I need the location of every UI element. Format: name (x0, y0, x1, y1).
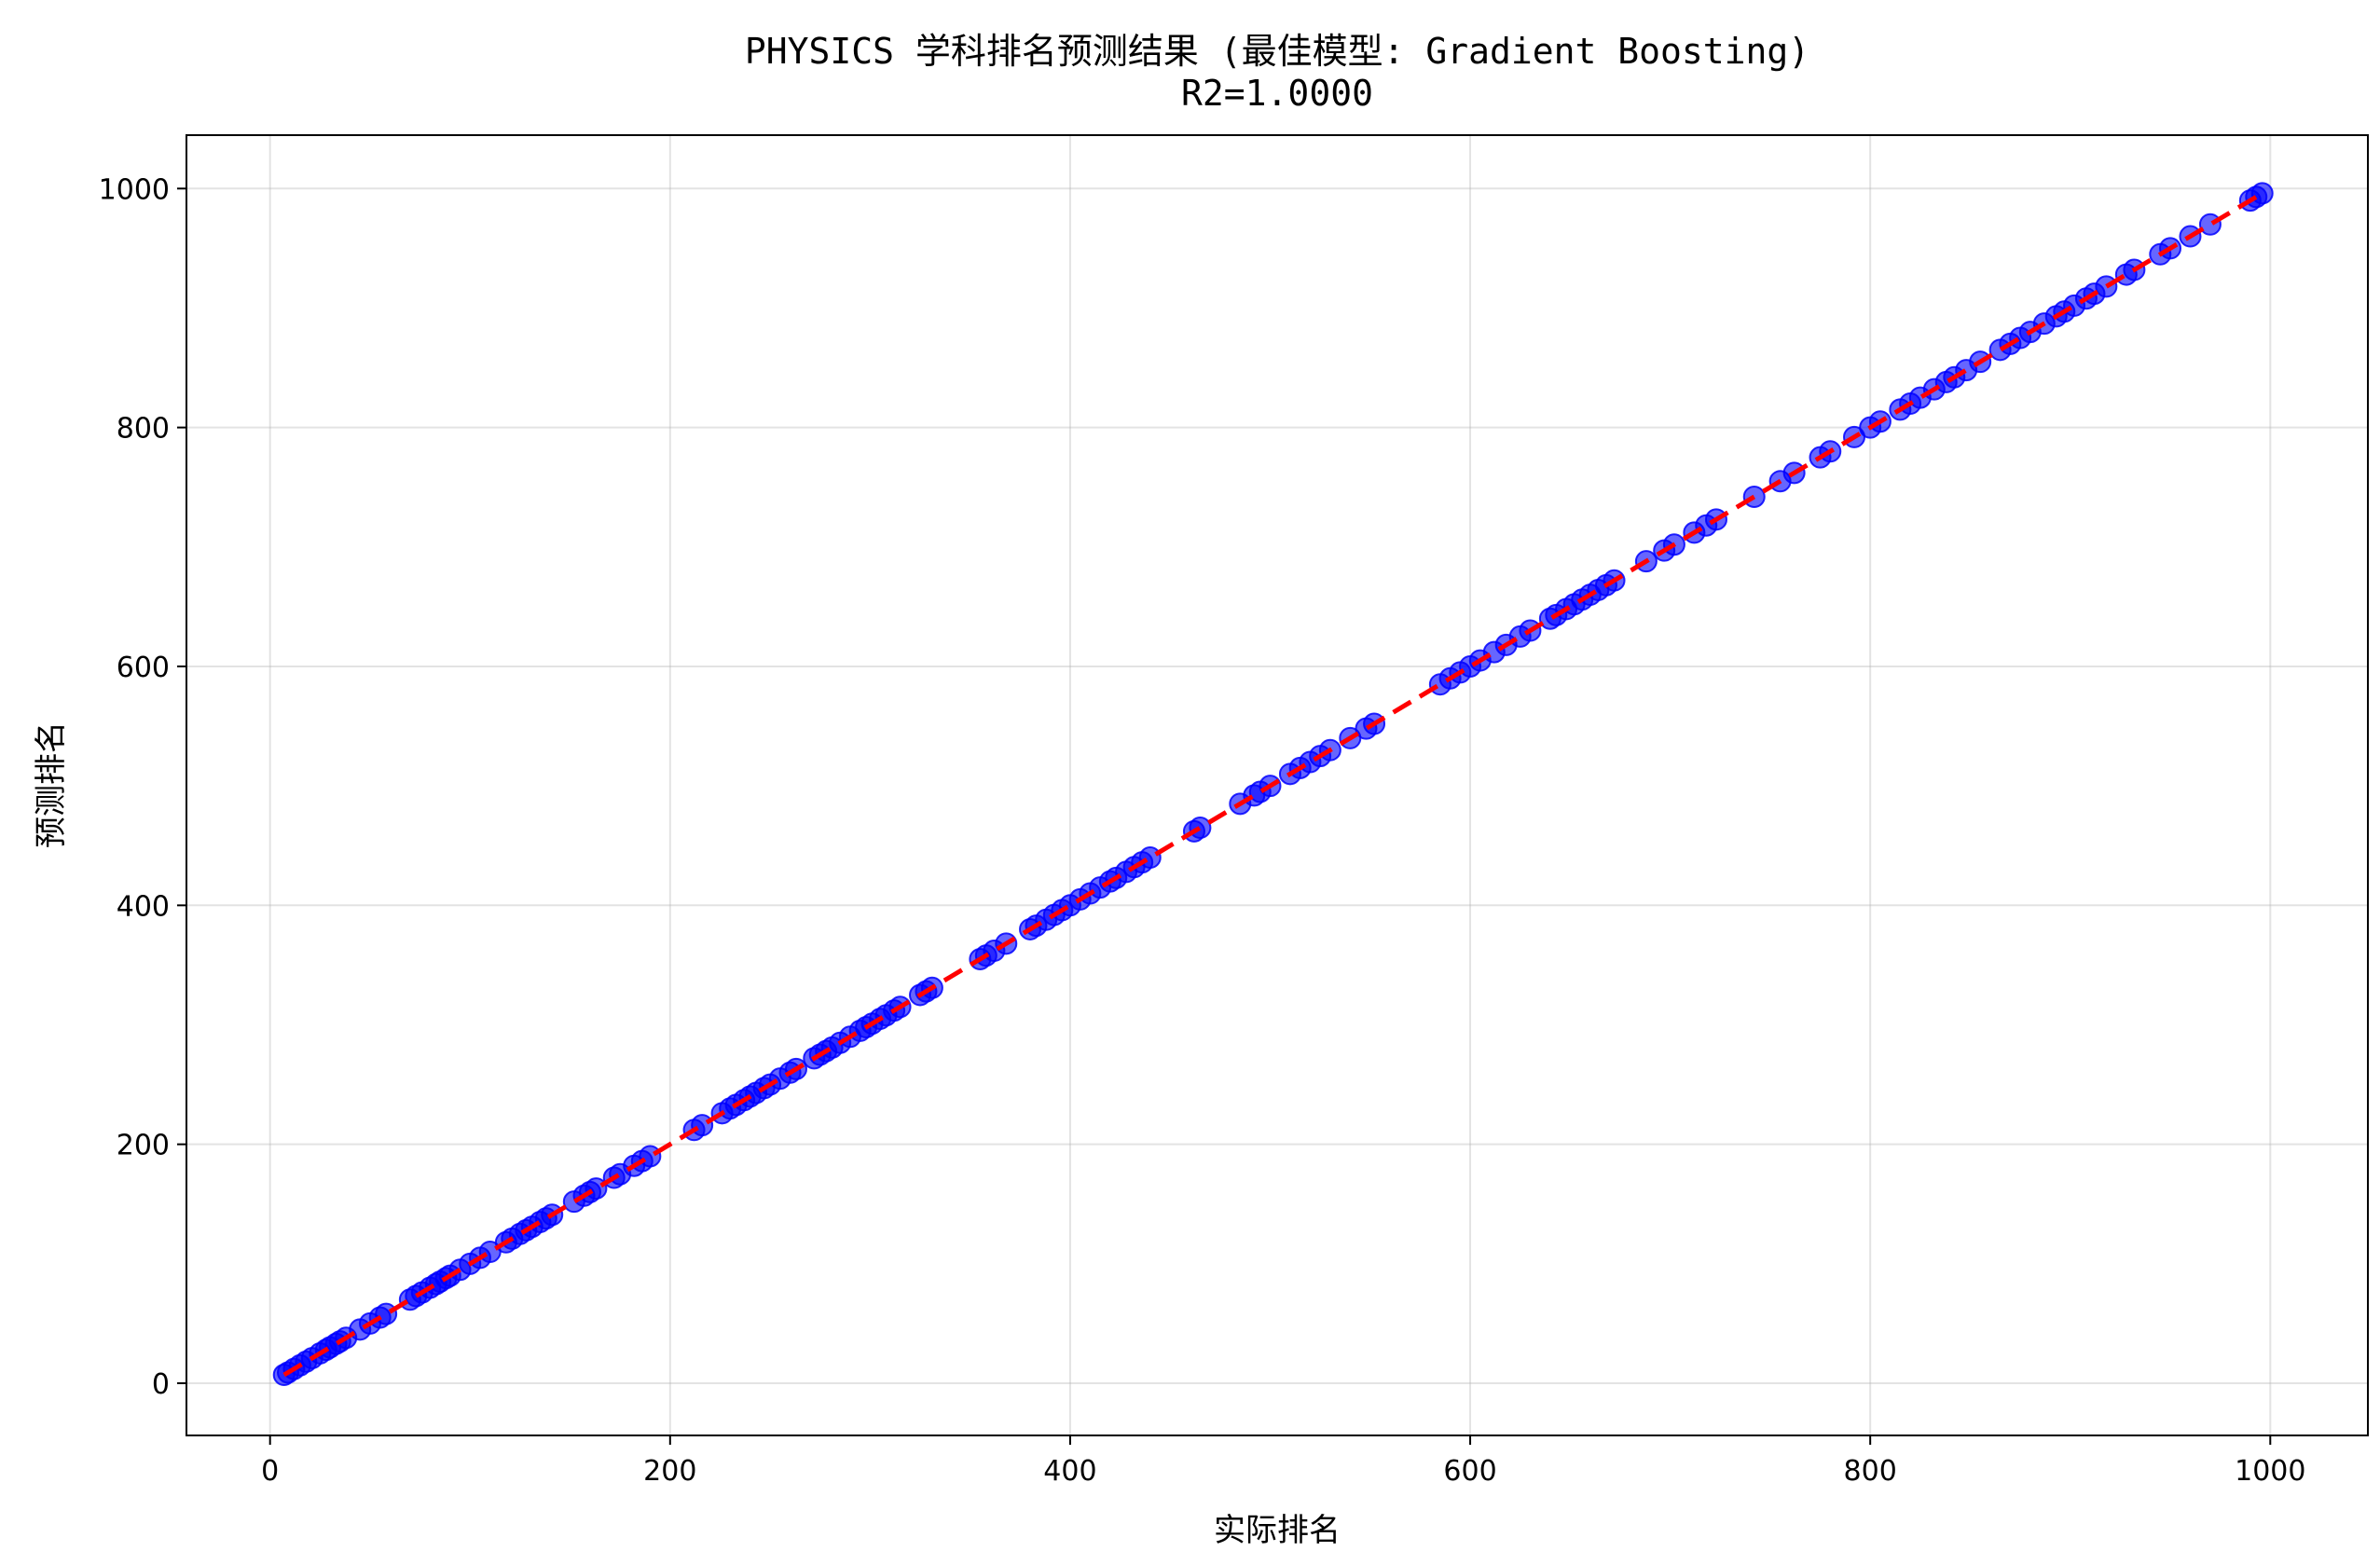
x-tick-label: 600 (1443, 1455, 1496, 1488)
x-tick-label: 200 (643, 1455, 696, 1488)
data-point (1138, 846, 1162, 870)
y-tick-label: 200 (117, 1130, 170, 1162)
x-axis-ticks: 0 200 400 600 800 1000 (261, 1435, 2305, 1488)
chart-subtitle: R2=1.0000 (1181, 73, 1373, 114)
data-point (691, 1114, 714, 1137)
x-tick-label: 1000 (2235, 1455, 2305, 1488)
y-tick-label: 1000 (99, 173, 170, 206)
data-point (2095, 275, 2118, 298)
y-tick-label: 600 (117, 652, 170, 684)
data-point (2250, 182, 2274, 205)
x-tick-label: 0 (261, 1455, 279, 1488)
y-tick-label: 0 (152, 1368, 170, 1401)
x-axis-label: 实际排名 (1214, 1512, 1341, 1549)
y-tick-label: 400 (117, 890, 170, 923)
y-axis-ticks: 0 200 400 600 800 1000 (99, 173, 186, 1401)
plot-frame (186, 134, 2369, 1436)
y-axis-label: 预测排名 (33, 721, 70, 848)
x-tick-label: 800 (1844, 1455, 1897, 1488)
reference-line-path (282, 192, 2262, 1378)
grid-lines (186, 135, 2368, 1435)
chart-title: PHYSICS 学科排名预测结果 (最佳模型: Gradient Boostin… (745, 31, 1809, 72)
y-tick-label: 800 (117, 413, 170, 446)
data-point (585, 1177, 608, 1201)
reference-line (282, 192, 2262, 1378)
x-tick-label: 400 (1043, 1455, 1096, 1488)
